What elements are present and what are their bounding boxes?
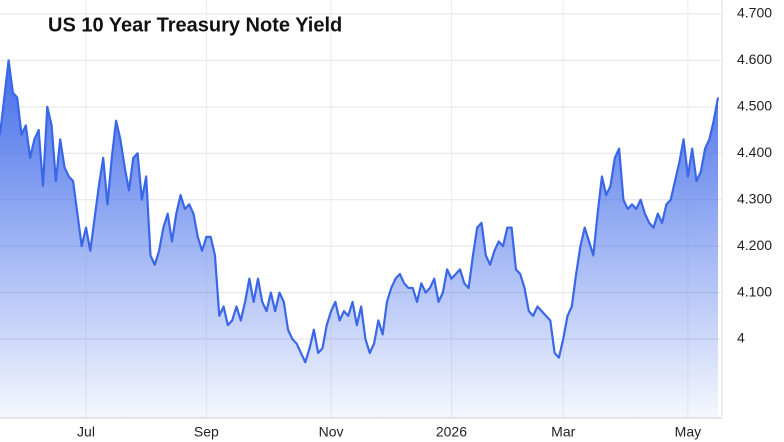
y-tick-label: 4.400 (737, 144, 772, 160)
y-tick-label: 4.200 (737, 237, 772, 253)
x-tick-label: Jul (77, 424, 95, 440)
y-tick-label: 4.100 (737, 283, 772, 299)
y-tick-label: 4.600 (737, 51, 772, 67)
chart-title: US 10 Year Treasury Note Yield (48, 14, 342, 36)
x-tick-label: 2026 (436, 424, 467, 440)
y-tick-label: 4.300 (737, 190, 772, 206)
x-tick-label: Nov (319, 424, 344, 440)
y-tick-label: 4 (737, 330, 745, 346)
x-tick-label: Mar (551, 424, 575, 440)
area-fill (0, 60, 718, 418)
line (0, 59, 720, 364)
x-tick-label: Sep (194, 424, 219, 440)
x-tick-label: May (675, 424, 701, 440)
y-tick-label: 4.700 (737, 5, 772, 21)
plot (0, 59, 720, 418)
y-tick-label: 4.500 (737, 98, 772, 114)
